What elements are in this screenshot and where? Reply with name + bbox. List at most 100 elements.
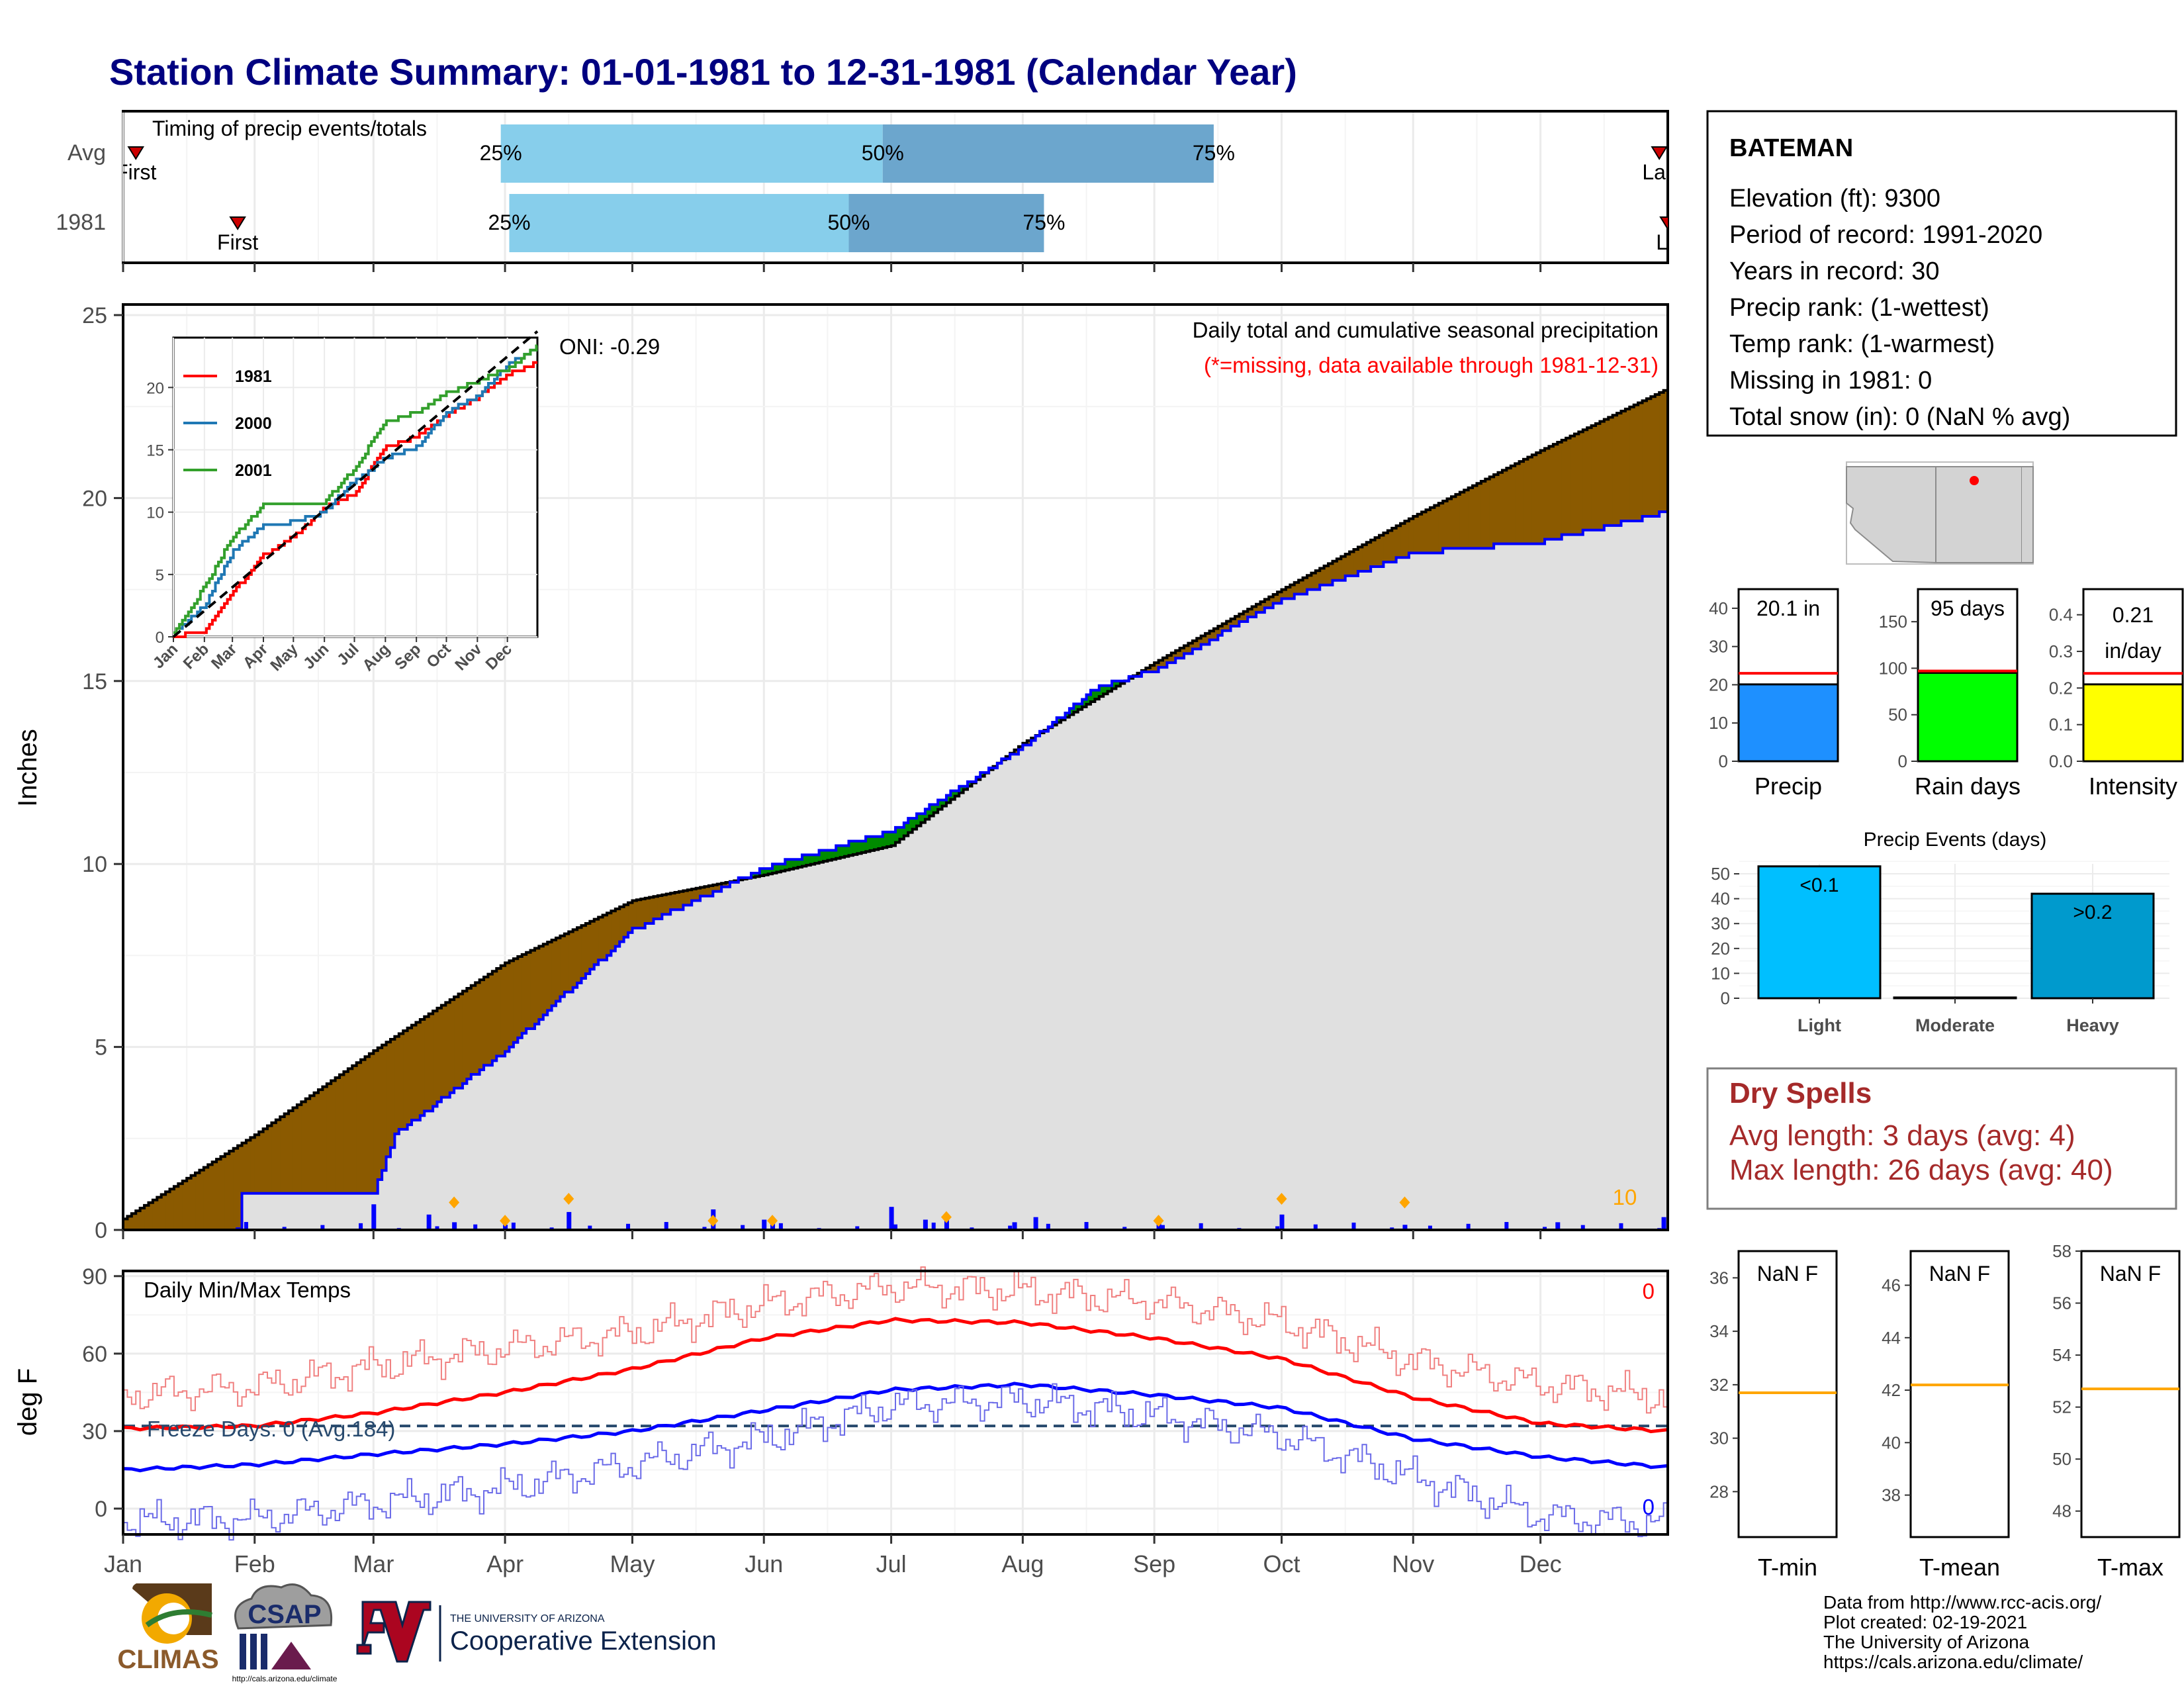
- deficit-fill: [195, 1172, 201, 1230]
- surplus-fill: [861, 841, 866, 853]
- deficit-fill: [653, 896, 659, 919]
- csap-url: http://cals.arizona.edu/climate: [232, 1674, 338, 1683]
- timing-row-label-year: 1981: [56, 210, 106, 235]
- summary-y-tick-label: 30: [1709, 637, 1728, 657]
- deficit-fill: [1392, 528, 1397, 563]
- daily-precip-bar: [1046, 1223, 1050, 1230]
- surplus-fill: [1065, 713, 1070, 718]
- deficit-fill: [1545, 448, 1550, 539]
- daily-precip-bar: [1466, 1223, 1471, 1230]
- last-event-label: La: [1656, 230, 1680, 254]
- deficit-fill: [696, 888, 701, 901]
- daily-precip-bar: [855, 1226, 860, 1230]
- daily-precip-bar: [1199, 1223, 1203, 1230]
- climas-logo-text: CLIMAS: [117, 1645, 218, 1674]
- deficit-fill: [377, 1047, 383, 1180]
- month-tick-label: Dec: [1520, 1550, 1562, 1577]
- deficit-fill: [1480, 481, 1486, 549]
- deficit-fill: [1600, 421, 1605, 530]
- summary-bar-label: Rain days: [1915, 773, 2021, 800]
- deficit-fill: [238, 1145, 243, 1230]
- deficit-fill: [1549, 446, 1554, 539]
- timing-bar-q50-q75: [882, 124, 1214, 183]
- surplus-fill: [874, 836, 879, 850]
- deficit-fill: [632, 900, 637, 928]
- deficit-fill: [1400, 523, 1406, 558]
- timing-bar-q25-q50: [500, 124, 883, 183]
- temp-box-value: NaN F: [1757, 1262, 1818, 1286]
- deficit-fill: [530, 950, 535, 1029]
- deficit-fill: [1574, 434, 1579, 535]
- deficit-fill: [314, 1092, 319, 1194]
- daily-precip-bar: [923, 1219, 928, 1230]
- surplus-fill: [959, 786, 964, 793]
- station-line: Elevation (ft): 9300: [1729, 185, 1940, 212]
- surplus-fill: [963, 786, 968, 790]
- deficit-fill: [581, 925, 586, 978]
- temp-box-y-tick-label: 38: [1882, 1485, 1901, 1505]
- events-x-tick-label: Heavy: [2066, 1015, 2119, 1035]
- deficit-fill: [1158, 660, 1163, 668]
- surplus-fill: [1077, 704, 1083, 710]
- deficit-fill: [1498, 472, 1503, 544]
- y-tick-label: 20: [82, 486, 107, 511]
- inset-y-tick-label: 15: [146, 442, 164, 460]
- inset-series-2001: [173, 344, 538, 634]
- deficit-fill: [280, 1117, 285, 1194]
- deficit-fill: [1324, 565, 1329, 585]
- deficit-fill: [572, 929, 578, 988]
- y-tick-label: 15: [82, 669, 107, 694]
- daily-precip-bar: [778, 1223, 783, 1230]
- surplus-fill: [827, 850, 833, 861]
- precip-events-panel: Precip Events (days) 0 10 20 30 40 50 <0.1 Ligh…: [1711, 829, 2169, 1035]
- surplus-fill: [789, 859, 794, 869]
- temp-series-1981-min: [123, 1383, 1668, 1541]
- deficit-fill: [340, 1074, 345, 1194]
- surplus-fill: [768, 868, 773, 874]
- surplus-fill: [836, 845, 841, 859]
- deficit-fill: [1570, 436, 1575, 535]
- temp-box-y-tick-label: 42: [1882, 1380, 1901, 1400]
- summary-bar: [1737, 683, 1839, 763]
- deficit-fill: [1277, 592, 1283, 604]
- deficit-fill: [1379, 535, 1384, 567]
- temp-box-y-tick-label: 40: [1882, 1432, 1901, 1452]
- deficit-fill: [666, 894, 671, 915]
- deficit-fill: [165, 1192, 171, 1230]
- deficit-fill: [1146, 668, 1151, 672]
- timing-q75-label: 75%: [1193, 141, 1235, 165]
- deficit-fill: [708, 886, 713, 896]
- university-logo: THE UNIVERSITY OF ARIZONA Cooperative Ex…: [356, 1601, 716, 1663]
- deficit-fill: [1455, 494, 1461, 549]
- precip-note-missing: (*=missing, data available through 1981-…: [1204, 353, 1659, 377]
- dry-spells-avg: Avg length: 3 days (avg: 4): [1729, 1119, 2075, 1152]
- timing-bar-q25-q50: [509, 194, 849, 252]
- surplus-fill: [980, 773, 985, 776]
- deficit-fill: [424, 1016, 430, 1111]
- deficit-fill: [496, 968, 502, 1056]
- credit-line: The University of Arizona: [1823, 1632, 2030, 1652]
- events-y-tick-label: 0: [1721, 988, 1730, 1008]
- deficit-fill: [1311, 573, 1316, 590]
- deficit-fill: [649, 897, 655, 924]
- deficit-fill: [254, 1135, 259, 1194]
- summary-y-tick-label: 0.4: [2049, 605, 2073, 625]
- deficit-fill: [293, 1107, 298, 1194]
- deficit-fill: [1213, 628, 1218, 640]
- events-x-tick-label: Moderate: [1915, 1015, 1995, 1035]
- deficit-fill: [1557, 442, 1563, 539]
- daily-precip-bar: [944, 1219, 949, 1230]
- surplus-fill: [852, 841, 858, 855]
- temp-box-y-tick-label: 28: [1709, 1481, 1729, 1501]
- month-tick-label: Jul: [876, 1550, 907, 1577]
- deficit-fill: [1536, 452, 1541, 544]
- events-x-tick-label: Light: [1797, 1015, 1841, 1035]
- deficit-fill: [526, 952, 531, 1029]
- surplus-fill: [810, 855, 815, 865]
- deficit-fill: [275, 1119, 281, 1194]
- deficit-fill: [1230, 618, 1236, 626]
- temp-box-frame: [2080, 1250, 2181, 1538]
- deficit-fill: [386, 1042, 391, 1157]
- min-count-label: 0: [1643, 1495, 1655, 1519]
- surplus-fill: [866, 836, 871, 852]
